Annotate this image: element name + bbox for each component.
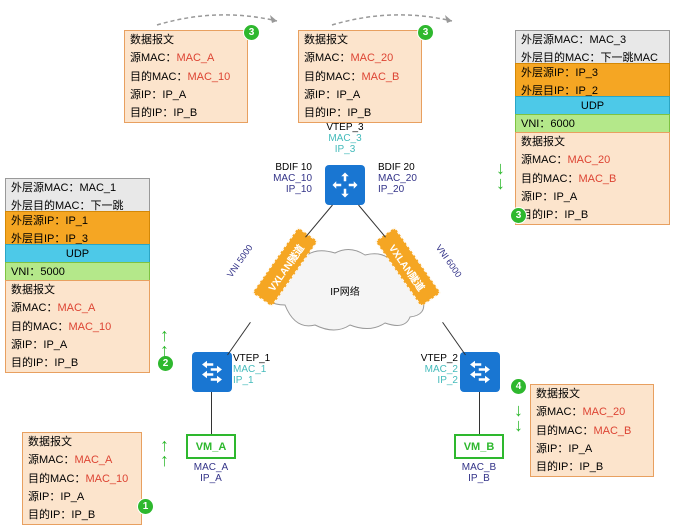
vtep3-label: VTEP_3MAC_3IP_3 (315, 122, 375, 155)
packet-2-inner: 数据报文 源MAC：MAC_A 目的MAC：MAC_10 源IP：IP_A 目的… (5, 280, 150, 373)
packet-3b: 数据报文 源MAC：MAC_20 目的MAC：MAC_B 源IP：IP_A 目的… (298, 30, 422, 123)
badge-1: 1 (137, 498, 154, 515)
txt: 目的MAC：MAC_B (516, 170, 669, 188)
vm-b: VM_B (454, 434, 504, 459)
txt: 目的IP：IP_B (23, 506, 141, 524)
packet-3a: 数据报文 源MAC：MAC_A 目的MAC：MAC_10 源IP：IP_A 目的… (124, 30, 248, 123)
txt: 数据报文 (299, 31, 421, 49)
txt: 目的IP：IP_B (516, 206, 669, 224)
txt: 源MAC：MAC_20 (516, 151, 669, 169)
txt: 目的IP：IP_B (6, 354, 149, 372)
dashed-arrows (152, 5, 512, 30)
txt: 数据报文 (125, 31, 247, 49)
packet-1: 数据报文 源MAC：MAC_A 目的MAC：MAC_10 源IP：IP_A 目的… (22, 432, 142, 525)
txt: 外层源MAC：MAC_3 (516, 31, 669, 49)
line (211, 392, 212, 434)
txt: UDP (516, 97, 669, 115)
txt: 源IP：IP_A (6, 336, 149, 354)
txt: 目的MAC：MAC_B (531, 422, 653, 440)
txt: 源IP：IP_A (516, 188, 669, 206)
arrow-up: ↑ (160, 340, 169, 361)
line (305, 205, 333, 238)
txt: 源IP：IP_A (299, 86, 421, 104)
txt: 源MAC：MAC_A (6, 299, 149, 317)
txt: 目的IP：IP_B (125, 104, 247, 122)
txt: 数据报文 (6, 281, 149, 299)
arrow-down: ↓ (496, 173, 505, 194)
badge-4: 4 (510, 378, 527, 395)
vmb-label: MAC_BIP_B (454, 462, 504, 484)
vma-label: MAC_AIP_A (186, 462, 236, 484)
txt: 目的IP：IP_B (299, 104, 421, 122)
txt: 源MAC：MAC_A (23, 451, 141, 469)
vni5000-label: VNI 5000 (225, 243, 255, 279)
vtep2-label: VTEP_2MAC_2IP_2 (413, 353, 458, 386)
txt: 源MAC：MAC_20 (299, 49, 421, 67)
ipnet-label: IP网络 (325, 283, 365, 298)
txt: 外层源IP：IP_1 (6, 212, 149, 230)
txt: 外层源MAC：MAC_1 (6, 179, 149, 197)
vtep3-switch (325, 165, 365, 205)
txt: 目的MAC：MAC_10 (6, 318, 149, 336)
vm-a: VM_A (186, 434, 236, 459)
arrow-down: ↓ (514, 415, 523, 436)
badge-3c: 3 (510, 207, 527, 224)
txt: 源MAC：MAC_A (125, 49, 247, 67)
txt: 目的IP：IP_B (531, 458, 653, 476)
txt: 数据报文 (516, 133, 669, 151)
vtep1-label: VTEP_1MAC_1IP_1 (233, 353, 278, 386)
vtep2-switch (460, 352, 500, 392)
bdif20-label: BDIF 20MAC_20IP_20 (378, 162, 433, 195)
txt: 源IP：IP_A (125, 86, 247, 104)
txt: 源MAC：MAC_20 (531, 403, 653, 421)
txt: 数据报文 (531, 385, 653, 403)
vni6000-label: VNI 6000 (434, 243, 464, 279)
txt: 目的MAC：MAC_B (299, 68, 421, 86)
txt: 外层源IP：IP_3 (516, 64, 669, 82)
arrow-up: ↑ (160, 450, 169, 471)
txt: 源IP：IP_A (531, 440, 653, 458)
vtep1-switch (192, 352, 232, 392)
packet-4: 数据报文 源MAC：MAC_20 目的MAC：MAC_B 源IP：IP_A 目的… (530, 384, 654, 477)
txt: VNI：6000 (516, 115, 669, 133)
line (479, 392, 480, 434)
line (227, 322, 251, 355)
txt: 目的MAC：MAC_10 (23, 470, 141, 488)
txt: VNI：5000 (6, 263, 149, 281)
txt: 数据报文 (23, 433, 141, 451)
line (442, 322, 466, 355)
txt: UDP (6, 245, 149, 263)
packet-3c-inner: 数据报文 源MAC：MAC_20 目的MAC：MAC_B 源IP：IP_A 目的… (515, 132, 670, 225)
bdif10-label: BDIF 10MAC_10IP_10 (257, 162, 312, 195)
txt: 源IP：IP_A (23, 488, 141, 506)
line (358, 205, 386, 238)
txt: 目的MAC：MAC_10 (125, 68, 247, 86)
